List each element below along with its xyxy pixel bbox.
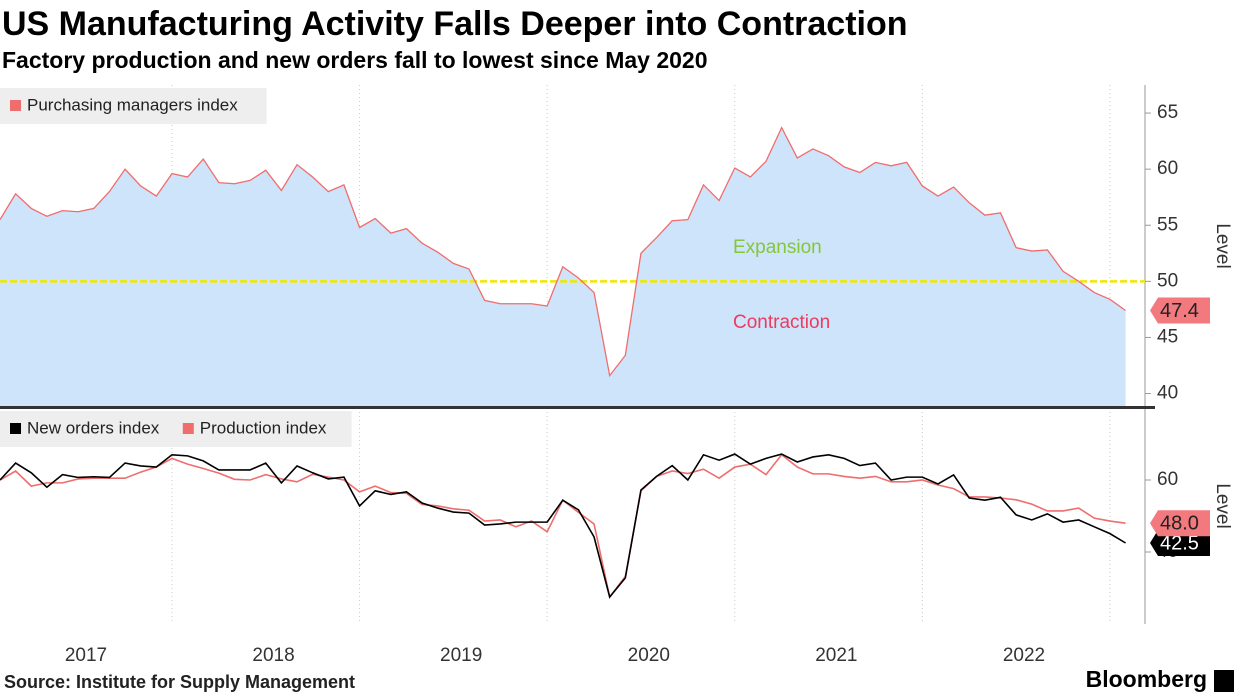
x-tick-label: 2021 [815, 645, 857, 666]
y-tick-label: 65 [1157, 102, 1178, 123]
panel-divider [0, 406, 1155, 409]
brand-logo [1214, 670, 1234, 692]
last-value-tag-bg [1150, 530, 1210, 556]
legend-bg [0, 88, 267, 124]
legend-swatch [10, 423, 21, 434]
y-tick-label: 50 [1157, 270, 1178, 291]
legend-label: Production index [200, 418, 327, 437]
line [0, 126, 1126, 378]
chart-title: US Manufacturing Activity Falls Deeper i… [2, 5, 908, 43]
last-value-tag: 48.0 [1160, 512, 1199, 534]
last-value-tag: 42.5 [1160, 532, 1199, 554]
chart-subtitle: Factory production and new orders fall t… [2, 47, 708, 73]
y-tick-label: 60 [1157, 158, 1178, 179]
x-tick-label: 2020 [628, 645, 670, 666]
last-value-tag: 47.4 [1160, 300, 1199, 322]
annotation: Expansion [733, 237, 822, 258]
legend-swatch [10, 100, 21, 111]
y-axis-label: Level [1212, 483, 1233, 528]
y-tick-label: 55 [1157, 214, 1178, 235]
y-tick-label: 60 [1157, 469, 1178, 490]
brand: Bloomberg [1086, 666, 1207, 692]
line [0, 453, 1126, 599]
y-tick-label: 45 [1157, 326, 1178, 347]
y-axis-label: Level [1212, 223, 1233, 268]
y-tick-label: 40 [1157, 383, 1178, 404]
last-value-tag-bg [1150, 297, 1210, 324]
last-value-tag-bg [1150, 510, 1210, 537]
x-tick-label: 2019 [440, 645, 482, 666]
source: Source: Institute for Supply Management [4, 672, 355, 692]
annotation: Contraction [733, 312, 830, 333]
legend-bg [0, 411, 352, 447]
legend-label: New orders index [27, 418, 160, 437]
x-tick-label: 2022 [1003, 645, 1045, 666]
line [0, 453, 1126, 599]
legend-label: Purchasing managers index [27, 95, 238, 114]
x-tick-label: 2017 [65, 645, 107, 666]
x-tick-label: 2018 [252, 645, 294, 666]
legend-swatch [182, 423, 194, 434]
